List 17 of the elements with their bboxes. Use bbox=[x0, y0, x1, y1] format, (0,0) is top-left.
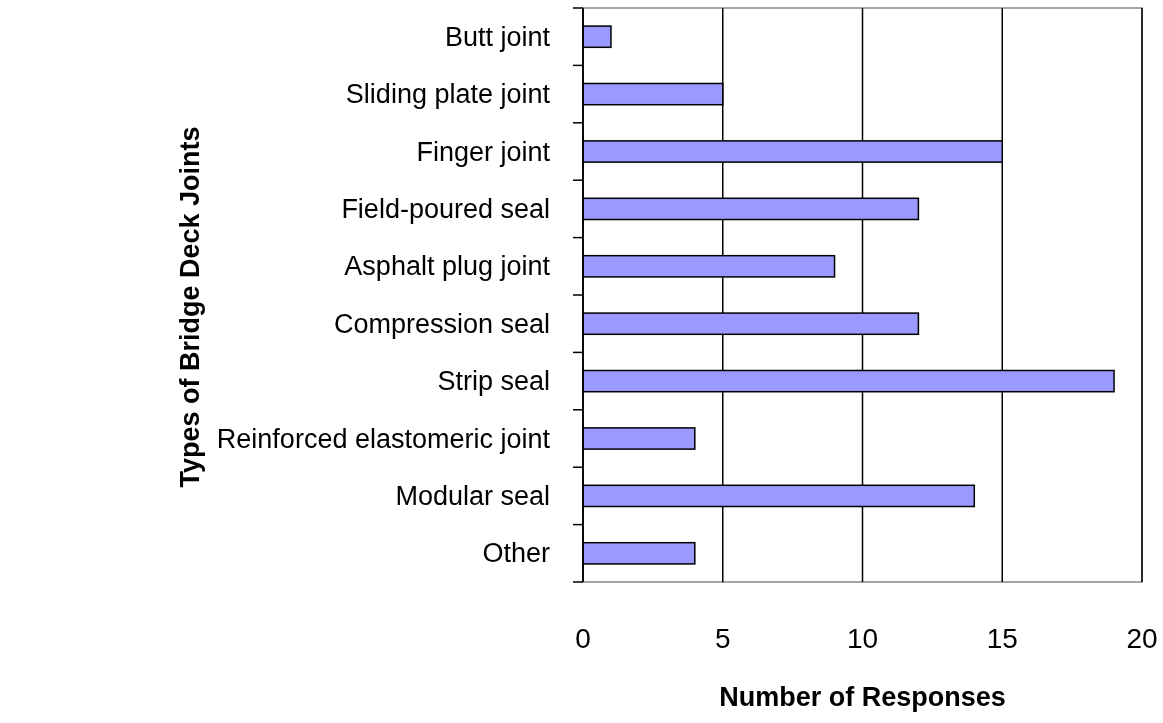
y-tick-label: Field-poured seal bbox=[341, 193, 550, 224]
y-tick-label: Compression seal bbox=[333, 308, 550, 339]
y-tick-label: Modular seal bbox=[395, 480, 550, 511]
x-tick-label: 0 bbox=[575, 622, 591, 654]
x-tick-label: 15 bbox=[986, 622, 1018, 654]
x-axis-title: Number of Responses bbox=[719, 682, 1006, 712]
x-tick-label: 5 bbox=[714, 622, 731, 654]
y-tick-label: Sliding plate joint bbox=[345, 79, 551, 110]
x-tick-label: 20 bbox=[1126, 622, 1158, 654]
y-axis-title: Types of Bridge Deck Joints bbox=[175, 126, 205, 488]
y-tick-label: Butt joint bbox=[444, 21, 551, 52]
y-tick-label: Reinforced elastomeric joint bbox=[216, 423, 551, 454]
y-tick-label: Other bbox=[482, 538, 550, 569]
y-tick-label: Strip seal bbox=[437, 366, 550, 397]
x-tick-label: 10 bbox=[846, 622, 879, 654]
y-tick-label: Asphalt plug joint bbox=[344, 251, 551, 282]
y-tick-label: Finger joint bbox=[416, 136, 551, 167]
